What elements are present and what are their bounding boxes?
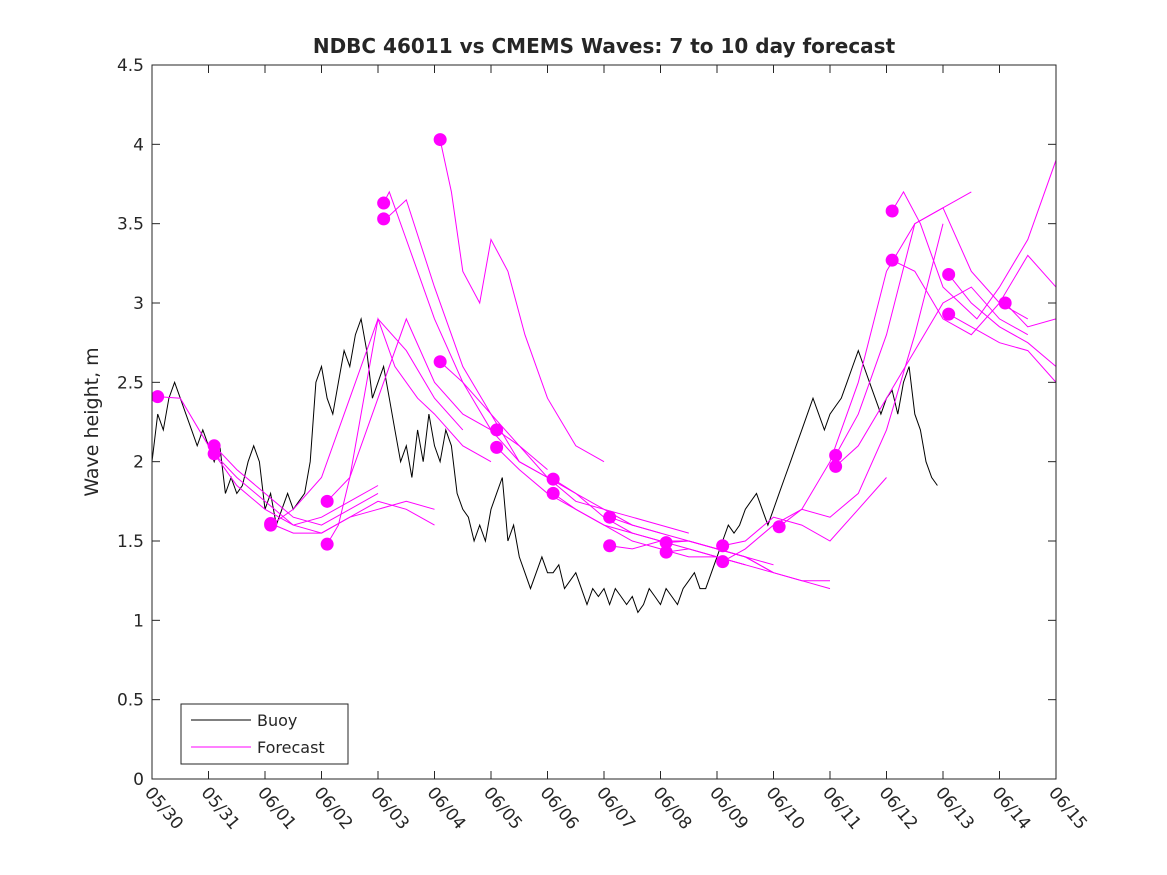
y-axis-label: Wave height, m bbox=[81, 347, 103, 496]
forecast-start-marker bbox=[716, 555, 730, 569]
forecast-line bbox=[496, 429, 689, 534]
x-tick-label: 06/07 bbox=[592, 783, 639, 833]
forecast-start-marker bbox=[320, 494, 334, 508]
forecast-line bbox=[326, 316, 492, 545]
forecast-start-marker bbox=[490, 423, 504, 437]
forecast-start-marker bbox=[885, 253, 899, 267]
y-tick-label: 2.5 bbox=[117, 373, 144, 393]
x-tick-label: 06/05 bbox=[479, 783, 526, 833]
forecast-line bbox=[439, 139, 605, 463]
x-tick-label: 06/11 bbox=[818, 783, 865, 833]
forecast-line bbox=[835, 286, 1029, 467]
chart-title: NDBC 46011 vs CMEMS Waves: 7 to 10 day f… bbox=[313, 34, 896, 58]
x-tick-label: 06/15 bbox=[1044, 783, 1091, 833]
x-tick-label: 06/04 bbox=[423, 783, 470, 833]
forecast-start-marker bbox=[546, 486, 560, 500]
forecast-line bbox=[891, 254, 1056, 336]
x-tick-label: 06/12 bbox=[875, 783, 922, 833]
forecast-start-marker bbox=[772, 520, 786, 534]
series-group bbox=[152, 133, 1056, 614]
forecast-start-marker bbox=[829, 459, 843, 473]
forecast-line bbox=[383, 190, 548, 470]
x-tick-label: 06/10 bbox=[762, 783, 809, 833]
x-tick-label: 06/02 bbox=[310, 783, 357, 833]
forecast-start-marker bbox=[377, 212, 391, 226]
forecast-line bbox=[835, 207, 1029, 456]
forecast-line bbox=[270, 500, 435, 534]
forecast-start-marker bbox=[433, 133, 447, 147]
y-tick-label: 1 bbox=[133, 611, 144, 631]
x-tick-label: 06/14 bbox=[988, 783, 1035, 833]
forecast-start-marker bbox=[377, 196, 391, 210]
x-tick-label: 06/08 bbox=[649, 783, 696, 833]
forecast-start-marker bbox=[152, 390, 165, 404]
forecast-start-marker bbox=[942, 307, 956, 321]
forecast-start-marker bbox=[207, 447, 221, 461]
legend: Buoy Forecast bbox=[180, 703, 349, 765]
x-tick-label: 06/09 bbox=[705, 783, 752, 833]
forecast-start-marker bbox=[942, 267, 956, 281]
x-tick-label: 06/06 bbox=[536, 783, 583, 833]
forecast-start-marker bbox=[490, 440, 504, 454]
plot-area bbox=[152, 65, 1056, 779]
forecast-start-marker bbox=[659, 536, 673, 550]
forecast-line bbox=[326, 317, 492, 502]
forecast-start-marker bbox=[264, 518, 278, 532]
forecast-line bbox=[948, 313, 1056, 383]
forecast-start-marker bbox=[320, 537, 334, 551]
x-tick-label: 06/03 bbox=[366, 783, 413, 833]
x-tick-label: 06/13 bbox=[931, 783, 978, 833]
forecast-start-marker bbox=[433, 355, 447, 369]
y-tick-label: 1.5 bbox=[117, 532, 144, 552]
x-tick-label: 06/01 bbox=[253, 783, 300, 833]
legend-label-forecast: Forecast bbox=[257, 738, 325, 757]
forecast-line bbox=[948, 274, 1056, 367]
y-tick-label: 4 bbox=[133, 135, 144, 155]
forecast-line bbox=[383, 198, 548, 478]
y-tick-label: 3 bbox=[133, 294, 144, 314]
legend-box bbox=[180, 703, 349, 765]
forecast-start-marker bbox=[829, 448, 843, 462]
forecast-start-marker bbox=[659, 545, 673, 559]
y-tick-label: 0 bbox=[133, 770, 144, 790]
forecast-line bbox=[722, 477, 887, 547]
forecast-start-marker bbox=[603, 539, 617, 553]
y-tick-label: 3.5 bbox=[117, 215, 144, 235]
buoy-line bbox=[152, 316, 938, 614]
forecast-start-marker bbox=[885, 204, 899, 218]
forecast-start-marker bbox=[998, 296, 1012, 310]
forecast-line bbox=[270, 317, 464, 526]
forecast-start-marker bbox=[546, 472, 560, 486]
legend-label-buoy: Buoy bbox=[257, 711, 297, 730]
forecast-start-marker bbox=[716, 539, 730, 553]
forecast-start-marker bbox=[603, 510, 617, 524]
x-tick-label: 05/30 bbox=[140, 783, 187, 833]
forecast-line bbox=[157, 396, 379, 526]
y-tick-label: 2 bbox=[133, 453, 144, 473]
forecast-line bbox=[891, 160, 1056, 320]
y-tick-label: 0.5 bbox=[117, 691, 144, 711]
forecast-line bbox=[1004, 302, 1056, 328]
x-tick-label: 05/31 bbox=[197, 783, 244, 833]
y-tick-label: 4.5 bbox=[117, 56, 144, 76]
data-layer bbox=[152, 133, 1056, 614]
forecast-line bbox=[213, 445, 379, 526]
forecast-line bbox=[666, 548, 830, 582]
